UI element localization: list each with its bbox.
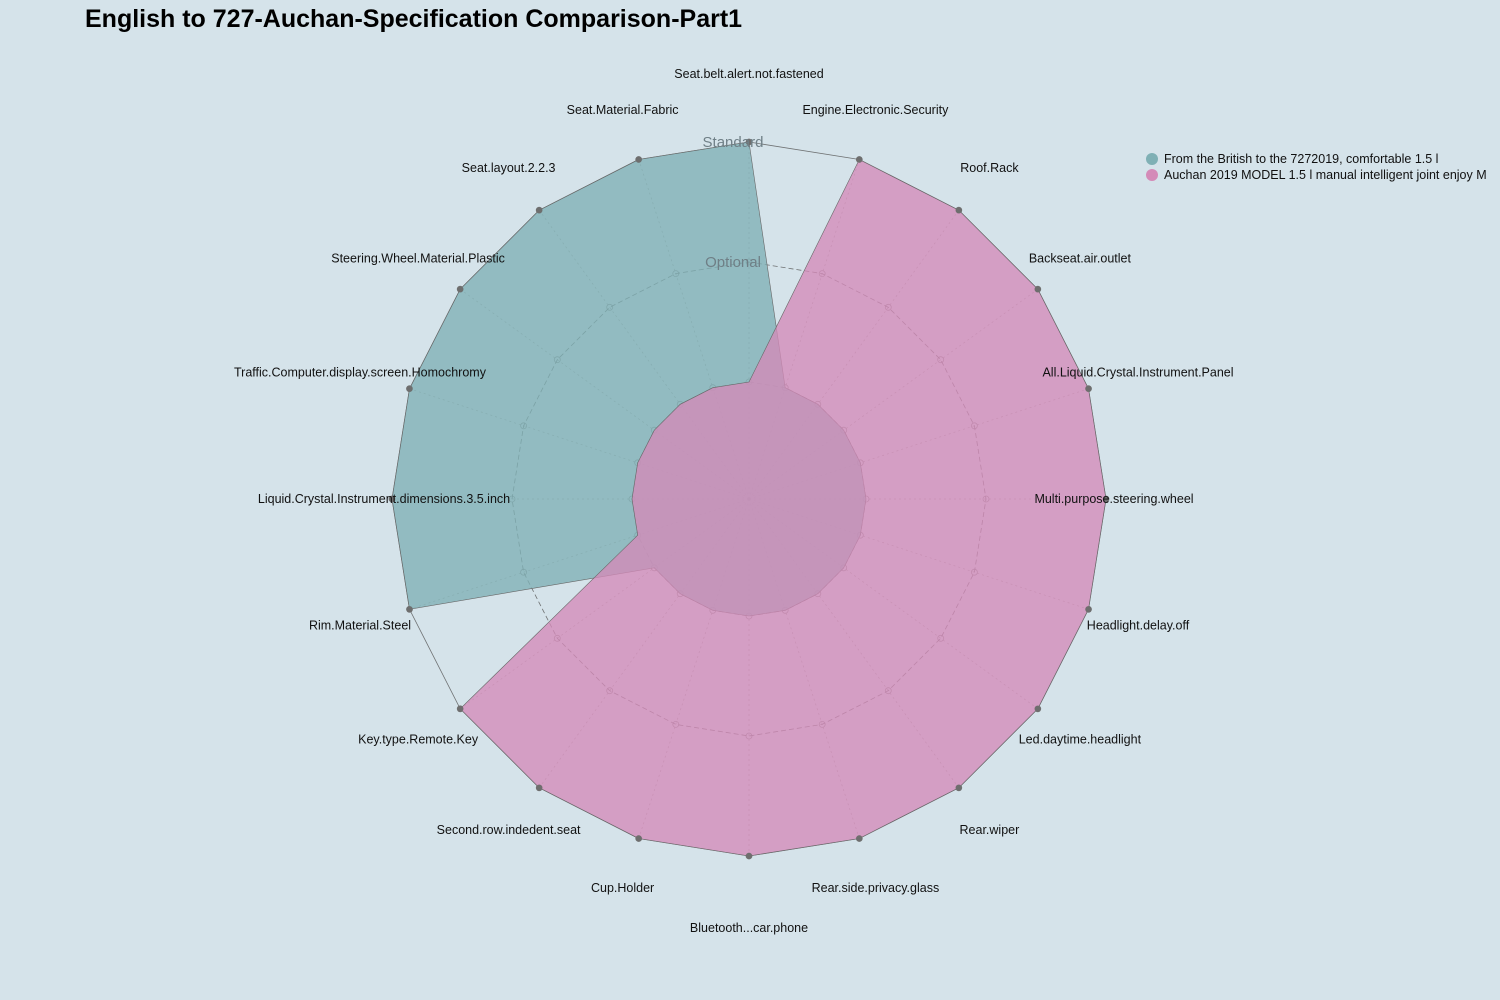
legend-item-series-1: From the British to the 7272019, comfort… xyxy=(1146,151,1438,167)
data-point xyxy=(745,138,753,146)
axis-label-6: Multi.purpose.steering.wheel xyxy=(1034,492,1193,506)
axis-label-5: All.Liquid.Crystal.Instrument.Panel xyxy=(1042,366,1233,380)
axis-label-20: Seat.Material.Fabric xyxy=(567,103,679,117)
axis-label-4: Backseat.air.outlet xyxy=(1029,252,1132,266)
data-point xyxy=(406,385,413,392)
axis-label-9: Rear.wiper xyxy=(960,823,1020,837)
axis-label-14: Key.type.Remote.Key xyxy=(358,732,479,746)
level-label-standard: Standard xyxy=(703,134,764,151)
axis-label-10: Rear.side.privacy.glass xyxy=(812,881,940,895)
data-point xyxy=(955,784,962,791)
data-point xyxy=(1034,286,1042,293)
axis-label-7: Headlight.delay.off xyxy=(1087,618,1190,632)
legend-item-series-2: Auchan 2019 MODEL 1.5 l manual intellige… xyxy=(1146,167,1487,183)
chart-title: English to 727-Auchan-Specification Comp… xyxy=(85,5,743,33)
data-point xyxy=(536,784,543,791)
data-point xyxy=(457,286,464,293)
data-point xyxy=(955,207,962,214)
data-point xyxy=(1085,606,1092,613)
axis-label-13: Second.row.indedent.seat xyxy=(437,823,581,837)
data-point xyxy=(1034,705,1042,712)
data-point xyxy=(635,835,642,842)
legend-label-series-2: Auchan 2019 MODEL 1.5 l manual intellige… xyxy=(1164,168,1487,182)
axis-label-16: Liquid.Crystal.Instrument.dimensions.3.5… xyxy=(258,492,510,506)
data-point xyxy=(1085,385,1092,392)
legend-swatch-series-2 xyxy=(1146,169,1158,181)
data-point xyxy=(856,156,863,163)
data-point xyxy=(1102,495,1110,503)
axis-label-17: Traffic.Computer.display.screen.Homochro… xyxy=(234,366,487,380)
radar-axis-labels: Optional Standard Seat.belt.alert.not.fast… xyxy=(234,67,1234,935)
data-point xyxy=(856,835,863,842)
data-point xyxy=(635,156,642,163)
axis-label-3: Roof.Rack xyxy=(960,161,1019,175)
axis-label-18: Steering.Wheel.Material.Plastic xyxy=(331,252,505,266)
data-point xyxy=(457,705,464,712)
radar-series xyxy=(388,138,1110,860)
axis-label-12: Cup.Holder xyxy=(591,881,654,895)
axis-label-2: Engine.Electronic.Security xyxy=(802,103,949,117)
data-point xyxy=(536,207,543,214)
axis-label-19: Seat.layout.2.2.3 xyxy=(462,161,556,175)
level-label-optional: Optional xyxy=(705,254,761,271)
legend-label-series-1: From the British to the 7272019, comfort… xyxy=(1164,152,1439,166)
axis-label-1: Seat.belt.alert.not.fastened xyxy=(674,67,823,81)
legend-swatch-series-1 xyxy=(1146,153,1158,165)
axis-label-11: Bluetooth...car.phone xyxy=(690,921,808,935)
data-point xyxy=(406,606,413,613)
data-point xyxy=(745,852,753,860)
data-point xyxy=(388,495,396,503)
axis-label-15: Rim.Material.Steel xyxy=(309,618,411,632)
axis-label-8: Led.daytime.headlight xyxy=(1019,732,1142,746)
